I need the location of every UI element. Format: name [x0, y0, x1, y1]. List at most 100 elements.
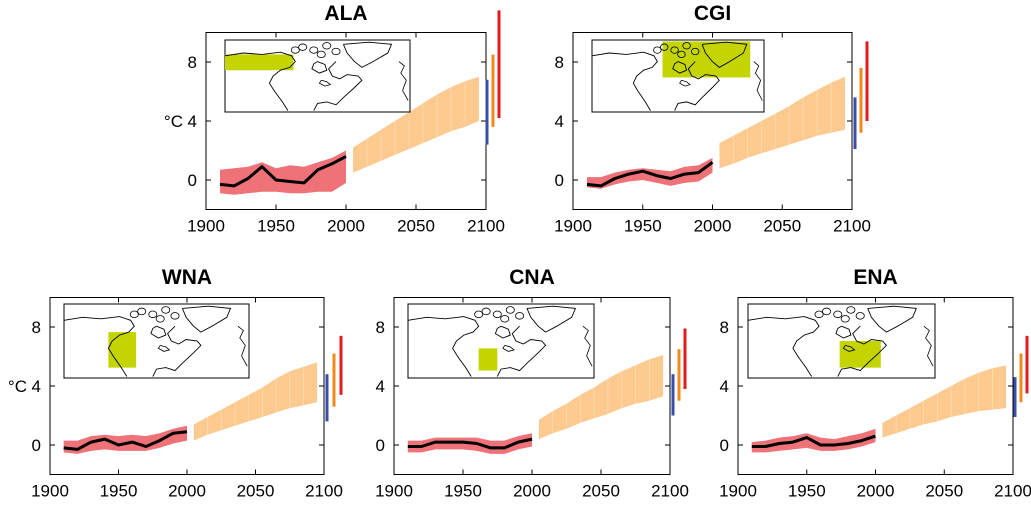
- x-tick-label: 2050: [237, 482, 275, 501]
- x-tick-label: 2100: [651, 482, 689, 501]
- map-europe-edge: [237, 325, 248, 367]
- projection-range-band: [353, 76, 479, 173]
- y-tick-label: 8: [32, 318, 41, 337]
- map-great-lakes: [842, 345, 856, 352]
- north-america-map-icon: [591, 39, 765, 113]
- map-arctic-island: [846, 306, 856, 314]
- x-tick-label: 1900: [31, 482, 69, 501]
- observed-temperature-line: [751, 434, 876, 448]
- map-arctic-island: [814, 310, 824, 319]
- map-arctic-island: [677, 50, 686, 59]
- map-arctic-island: [331, 47, 341, 56]
- x-tick-label: 2000: [513, 482, 551, 501]
- map-arctic-island: [290, 46, 300, 54]
- y-tick-label: 4: [720, 377, 729, 396]
- map-greenland: [526, 305, 577, 333]
- map-greenland: [701, 41, 748, 68]
- y-tick-label: 4: [555, 112, 564, 131]
- y-tick-label: 8: [188, 53, 197, 72]
- map-arctic-island: [660, 43, 669, 51]
- x-tick-label: 2100: [994, 482, 1031, 501]
- map-great-lakes: [679, 79, 691, 87]
- map-coastline-west: [224, 51, 296, 111]
- x-tick-label: 2050: [925, 482, 963, 501]
- observed-range-band: [63, 425, 188, 454]
- map-greenland: [867, 305, 917, 333]
- map-arctic-island: [322, 42, 332, 50]
- map-coastline-east: [496, 325, 547, 377]
- x-tick-label: 2000: [857, 482, 895, 501]
- observed-range-band: [220, 150, 346, 195]
- y-tick-label: 0: [555, 171, 564, 190]
- x-tick-label: 1950: [444, 482, 482, 501]
- map-hudson-bay: [672, 61, 688, 74]
- map-arctic-island: [840, 315, 850, 323]
- y-axis-label: °C: [164, 112, 183, 131]
- panel-ena: ENA 0 4 8 1900 1950 2000 2050 2100: [719, 266, 1031, 501]
- y-tick-label: 8: [720, 318, 729, 337]
- projection-range-band: [719, 76, 845, 169]
- y-tick-label: 0: [32, 436, 41, 455]
- north-america-map-icon: [747, 303, 936, 379]
- y-tick-label: 8: [555, 53, 564, 72]
- panel-wna: WNA °C 0 4 8 1900 1950 2000 2050 2100: [8, 266, 343, 501]
- region-highlight: [108, 332, 137, 368]
- map-europe-edge: [923, 325, 934, 367]
- panel-title: CGI: [694, 2, 731, 25]
- observed-temperature-line: [63, 430, 188, 451]
- map-coastline-east: [152, 325, 202, 377]
- map-great-lakes: [502, 345, 515, 352]
- observed-temperature-line: [586, 161, 714, 188]
- y-tick-label: 8: [376, 318, 385, 337]
- map-coastline-west: [407, 316, 480, 377]
- region-highlight: [478, 348, 498, 371]
- map-arctic-island: [137, 307, 147, 316]
- map-arctic-island: [492, 310, 502, 319]
- north-america-map-icon: [407, 303, 595, 379]
- y-tick-label: 4: [376, 377, 385, 396]
- x-tick-label: 2050: [397, 217, 435, 236]
- projection-range-band: [193, 362, 318, 441]
- map-greenland: [181, 305, 232, 333]
- x-tick-label: 1950: [257, 217, 295, 236]
- map-hudson-bay: [311, 61, 328, 74]
- x-tick-label: 2100: [833, 217, 871, 236]
- map-arctic-island: [170, 312, 180, 320]
- map-arctic-island: [298, 43, 308, 51]
- panel-title: CNA: [509, 266, 555, 289]
- map-arctic-island: [155, 315, 165, 323]
- map-arctic-island: [316, 50, 326, 59]
- x-tick-label: 2050: [763, 217, 801, 236]
- x-tick-label: 1900: [719, 482, 757, 501]
- x-tick-label: 1900: [375, 482, 413, 501]
- x-tick-label: 2050: [582, 482, 620, 501]
- map-coastline-east: [313, 61, 363, 111]
- map-arctic-island: [822, 307, 832, 316]
- panel-ala: ALA °C 0 4 8 1900 1950 2000 2050 2100: [164, 2, 505, 236]
- map-arctic-island: [481, 307, 491, 316]
- map-arctic-island: [474, 310, 484, 319]
- x-tick-label: 1900: [187, 217, 225, 236]
- map-coastline-west: [747, 316, 820, 377]
- map-arctic-island: [148, 310, 158, 319]
- y-tick-label: 0: [376, 436, 385, 455]
- x-tick-label: 1900: [554, 217, 592, 236]
- x-tick-label: 2000: [327, 217, 365, 236]
- x-tick-label: 2100: [305, 482, 343, 501]
- map-arctic-island: [505, 306, 515, 314]
- map-arctic-island: [515, 312, 525, 320]
- map-arctic-island: [691, 47, 700, 56]
- map-great-lakes: [157, 345, 171, 352]
- y-tick-label: 0: [720, 436, 729, 455]
- map-europe-edge: [582, 325, 593, 367]
- x-tick-label: 1950: [788, 482, 826, 501]
- north-america-map-icon: [63, 303, 250, 379]
- map-greenland: [342, 41, 393, 68]
- map-coastline-east: [674, 61, 720, 111]
- projection-range-band: [538, 355, 664, 440]
- y-tick-label: 0: [188, 171, 197, 190]
- map-arctic-island: [500, 315, 510, 323]
- map-arctic-island: [161, 306, 171, 314]
- panel-cgi: CGI 0 4 8 1900 1950 2000 2050 2100: [554, 2, 871, 236]
